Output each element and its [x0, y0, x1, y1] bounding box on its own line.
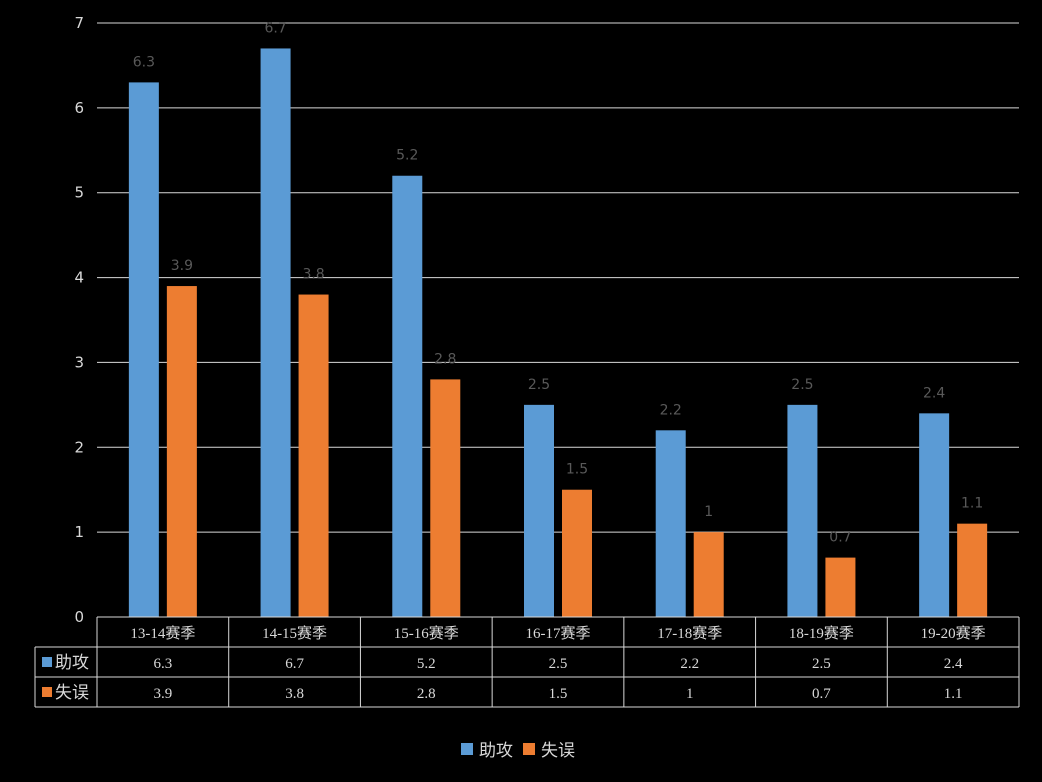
bar — [298, 294, 329, 617]
legend-key — [523, 743, 535, 755]
table-cell: 2.5 — [549, 656, 568, 672]
bar — [166, 286, 197, 617]
table-cell: 1.5 — [549, 686, 568, 702]
data-label: 2.2 — [660, 402, 682, 418]
y-tick-label: 0 — [74, 608, 84, 626]
data-label: 1 — [704, 504, 713, 520]
y-tick-label: 7 — [74, 14, 84, 32]
legend-label: 失误 — [541, 741, 575, 761]
data-labels: 6.3 6.7 5.2 2.5 2.2 2.5 2.4 3.9 3.8 2.8 1.5 1 0.7 1.1 — [133, 20, 984, 545]
table-cell: 6.7 — [285, 656, 304, 672]
table-series-name: 助攻 — [55, 653, 89, 673]
table-legend-key — [42, 657, 52, 667]
x-tick-label: 19-20赛季 — [921, 625, 986, 642]
data-label: 5.2 — [396, 148, 418, 164]
table-cell: 1 — [686, 686, 694, 702]
y-tick-label: 2 — [74, 438, 84, 456]
table-cell: 2.4 — [944, 656, 963, 672]
x-tick-label: 13-14赛季 — [130, 625, 195, 642]
data-label: 6.3 — [133, 54, 155, 70]
bar — [128, 82, 159, 617]
y-axis: 0 1 2 3 4 5 6 7 — [74, 14, 84, 626]
table-cell: 2.2 — [680, 656, 699, 672]
data-label: 2.4 — [923, 385, 945, 401]
legend-key — [461, 743, 473, 755]
data-label: 3.8 — [302, 267, 324, 283]
bar — [825, 557, 856, 617]
data-label: 2.5 — [791, 377, 813, 393]
data-label: 1.1 — [961, 496, 983, 512]
bar — [392, 175, 423, 617]
table-cell: 0.7 — [812, 686, 831, 702]
bar — [260, 48, 291, 617]
data-label: 3.9 — [171, 258, 193, 274]
bar — [524, 404, 554, 617]
bar — [919, 413, 950, 617]
gridlines — [97, 22, 1019, 533]
data-table: 13-14赛季 14-15赛季 15-16赛季 16-17赛季 17-18赛季 18-19… — [34, 616, 1020, 708]
table-legend-key — [42, 687, 52, 697]
bar — [655, 430, 686, 617]
x-tick-label: 17-18赛季 — [657, 625, 722, 642]
bar — [430, 379, 461, 617]
table-cell: 1.1 — [944, 686, 963, 702]
data-label: 2.8 — [434, 351, 456, 367]
y-tick-label: 3 — [74, 353, 84, 371]
data-label: 0.7 — [829, 530, 851, 546]
y-tick-label: 6 — [74, 99, 84, 117]
bars — [128, 48, 988, 617]
table-cell: 2.8 — [417, 686, 436, 702]
legend: 助攻 失误 — [461, 741, 575, 761]
y-tick-label: 4 — [74, 269, 84, 287]
data-label: 1.5 — [566, 462, 588, 478]
table-cell: 3.8 — [285, 686, 304, 702]
table-series-name: 失误 — [55, 683, 89, 703]
x-tick-label: 18-19赛季 — [789, 625, 854, 642]
bar — [957, 523, 988, 617]
legend-label: 助攻 — [479, 741, 513, 761]
bar — [693, 532, 724, 617]
y-tick-label: 1 — [74, 523, 84, 541]
data-label: 2.5 — [528, 377, 550, 393]
table-cell: 3.9 — [153, 686, 172, 702]
bar — [562, 489, 592, 617]
table-cell: 2.5 — [812, 656, 831, 672]
y-tick-label: 5 — [74, 184, 84, 202]
table-cell: 5.2 — [417, 656, 436, 672]
x-tick-label: 15-16赛季 — [394, 625, 459, 642]
x-tick-label: 16-17赛季 — [526, 625, 591, 642]
data-label: 6.7 — [264, 20, 286, 36]
bar — [787, 404, 818, 617]
table-cell: 6.3 — [153, 656, 172, 672]
x-tick-label: 14-15赛季 — [262, 625, 327, 642]
